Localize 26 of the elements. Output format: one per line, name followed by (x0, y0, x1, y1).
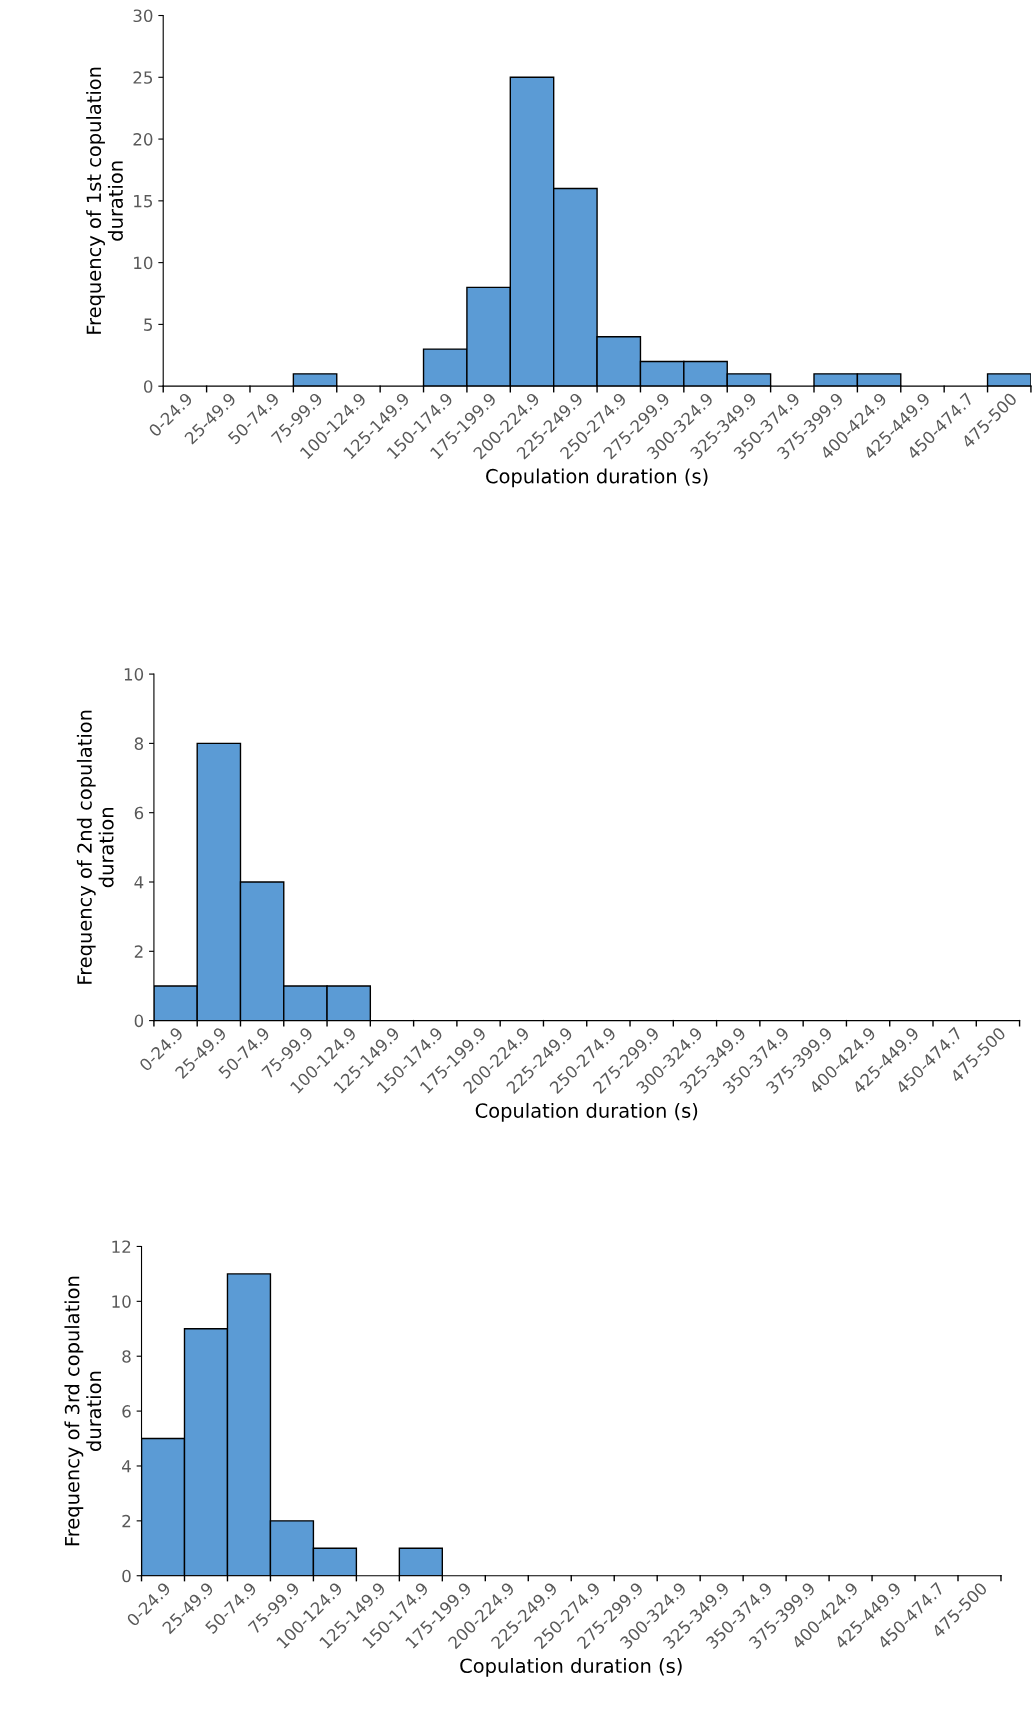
x-axis-title: Copulation duration (s) (475, 1102, 698, 1122)
y-tick-label: 6 (122, 1405, 131, 1418)
y-tick-label: 30 (133, 9, 153, 23)
y-tick-label: 10 (134, 256, 153, 270)
y-tick-label: 5 (144, 318, 153, 331)
y-tick-label: 4 (122, 1460, 131, 1473)
y-tick-label: 2 (122, 1514, 131, 1528)
y-tick-label: 8 (134, 737, 144, 750)
x-axis-title: Copulation duration (s) (460, 1658, 682, 1677)
y-tick-label: 15 (134, 195, 153, 208)
y-tick-label: 4 (134, 876, 144, 889)
y-tick-label: 8 (122, 1350, 131, 1363)
x-axis-title: Copulation duration (s) (486, 468, 708, 488)
y-tick-label: 12 (112, 1240, 131, 1253)
y-axis-title: Frequency of 2nd copulation duration (76, 710, 114, 984)
y-tick-label: 0 (143, 380, 153, 393)
y-axis-title: Frequency of 1st copulation duration (86, 67, 123, 334)
y-tick-label: 0 (134, 1014, 144, 1028)
y-tick-label: 25 (133, 71, 153, 84)
y-tick-label: 0 (122, 1569, 131, 1583)
y-tick-label: 6 (134, 806, 144, 820)
y-axis-title: Frequency of 3rd copulation duration (64, 1276, 102, 1546)
y-tick-label: 2 (134, 945, 143, 958)
y-tick-label: 10 (112, 1295, 131, 1308)
y-tick-label: 20 (133, 133, 153, 146)
y-tick-label: 10 (124, 668, 144, 681)
